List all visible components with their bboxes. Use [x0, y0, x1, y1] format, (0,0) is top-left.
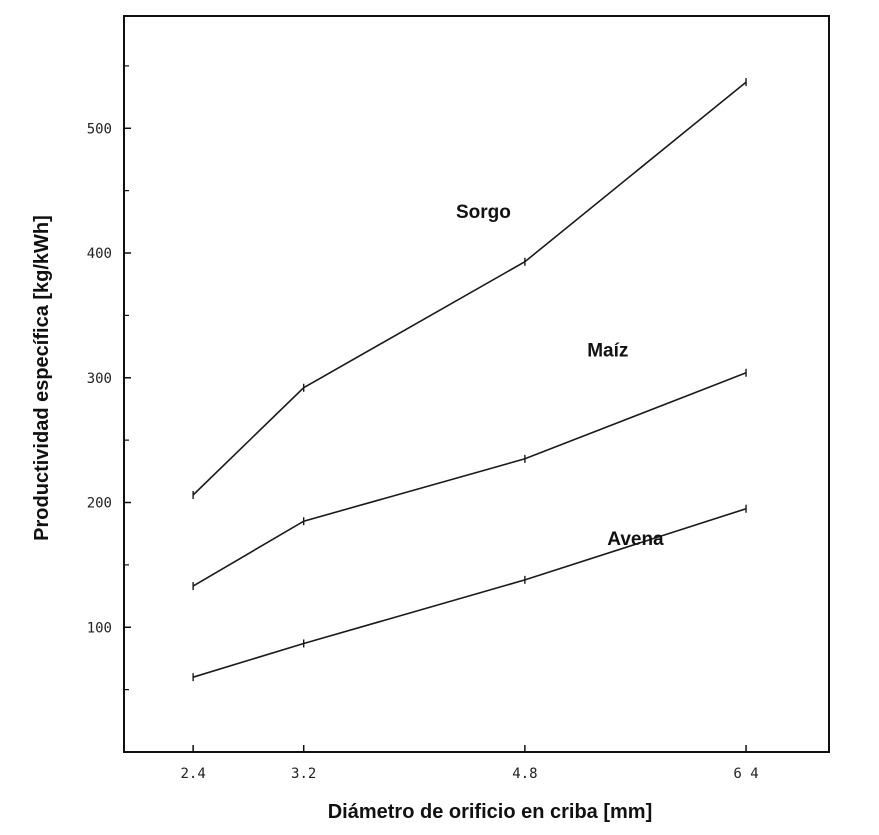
series-label-maiz: Maíz [587, 341, 628, 362]
series-line-sorgo [192, 81, 747, 496]
series-label-avena: Avena [607, 529, 664, 550]
x-axis-title: Diámetro de orificio en criba [mm] [328, 801, 653, 823]
x-tick-label: 6 4 [733, 766, 758, 782]
x-tick-label: 4.8 [512, 766, 537, 782]
y-tick-label: 300 [87, 371, 112, 387]
series-line-avena [192, 507, 747, 678]
plot-frame [123, 15, 830, 753]
y-tick-label: 200 [87, 496, 112, 512]
y-tick-label: 500 [87, 121, 112, 137]
y-tick-label: 100 [87, 620, 112, 636]
y-tick-label: 400 [87, 246, 112, 262]
series-label-sorgo: Sorgo [456, 202, 511, 223]
y-axis-title: Productividad específica [kg/kWh] [31, 215, 53, 541]
x-tick-label: 3.2 [291, 766, 316, 782]
x-tick-label: 2.4 [180, 766, 205, 782]
series-line-maiz [192, 372, 747, 587]
